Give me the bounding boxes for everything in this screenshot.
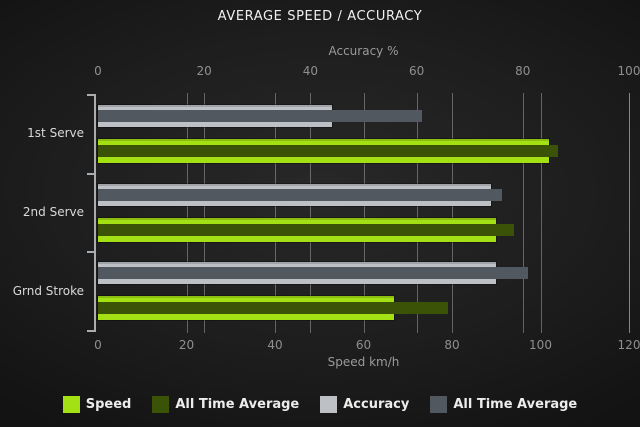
speed-tick-label: 60	[355, 338, 372, 352]
bar-speed-all-time-average	[98, 145, 559, 157]
gridline-speed	[186, 93, 188, 333]
accuracy-tick-label: 60	[408, 64, 425, 78]
legend-label: All Time Average	[175, 397, 300, 412]
gridline-speed	[275, 93, 276, 333]
category-label: Grnd Stroke	[12, 283, 84, 298]
legend-item: All Time Average	[430, 396, 577, 413]
category-boundary-tick	[87, 94, 95, 96]
legend-swatch-speed	[62, 396, 80, 413]
bar-accuracy-all-time-average	[98, 110, 422, 122]
legend-swatch-accuracy	[320, 396, 338, 413]
chart-title: AVERAGE SPEED / ACCURACY	[217, 9, 423, 24]
bar-accuracy-all-time-average	[98, 267, 529, 280]
speed-tick-label: 120	[617, 338, 640, 352]
bar-speed-all-time-average	[98, 223, 514, 236]
speed-tick-label: 100	[529, 338, 552, 352]
speed-tick-label: 20	[178, 338, 195, 352]
speed-axis-title: Speed km/h	[327, 355, 400, 369]
gridline-speed	[452, 93, 453, 333]
gridline-accuracy	[204, 93, 206, 333]
legend: Speed All Time Average Accuracy All Time Av…	[0, 396, 640, 413]
gridline-accuracy	[522, 93, 524, 333]
category-label: 2nd Serve	[22, 205, 84, 219]
accuracy-tick-label: 100	[617, 64, 640, 78]
legend-swatch-all-time-average	[430, 396, 448, 413]
accuracy-tick-label: 0	[94, 64, 102, 78]
gridline-accuracy	[310, 93, 312, 333]
gridline-accuracy	[416, 93, 418, 333]
speed-tick-label: 0	[94, 338, 102, 352]
legend-label: All Time Average	[453, 397, 578, 412]
bar-speed-all-time-average	[98, 302, 448, 315]
accuracy-tick-label: 40	[302, 64, 319, 78]
legend-swatch-all-time-average	[152, 396, 170, 413]
accuracy-tick-label: 80	[515, 64, 531, 78]
gridline-speed	[363, 93, 365, 333]
bar-accuracy-all-time-average	[98, 188, 502, 201]
legend-label: Accuracy	[343, 397, 410, 412]
legend-label: Speed	[85, 397, 132, 412]
category-axis-line	[94, 94, 96, 332]
category-boundary-tick	[87, 172, 95, 175]
speed-tick-label: 80	[444, 338, 460, 352]
accuracy-axis-title: Accuracy %	[328, 44, 399, 58]
legend-item: All Time Average	[152, 396, 299, 413]
gridline-speed	[629, 93, 630, 333]
legend-item: Accuracy	[320, 396, 409, 413]
category-boundary-tick	[87, 330, 95, 332]
category-label: 1st Serve	[27, 126, 84, 141]
gridline-speed	[540, 93, 542, 333]
speed-tick-label: 40	[267, 338, 283, 352]
category-boundary-tick	[87, 251, 95, 254]
legend-item: Speed	[62, 396, 132, 413]
accuracy-tick-label: 20	[196, 64, 212, 78]
